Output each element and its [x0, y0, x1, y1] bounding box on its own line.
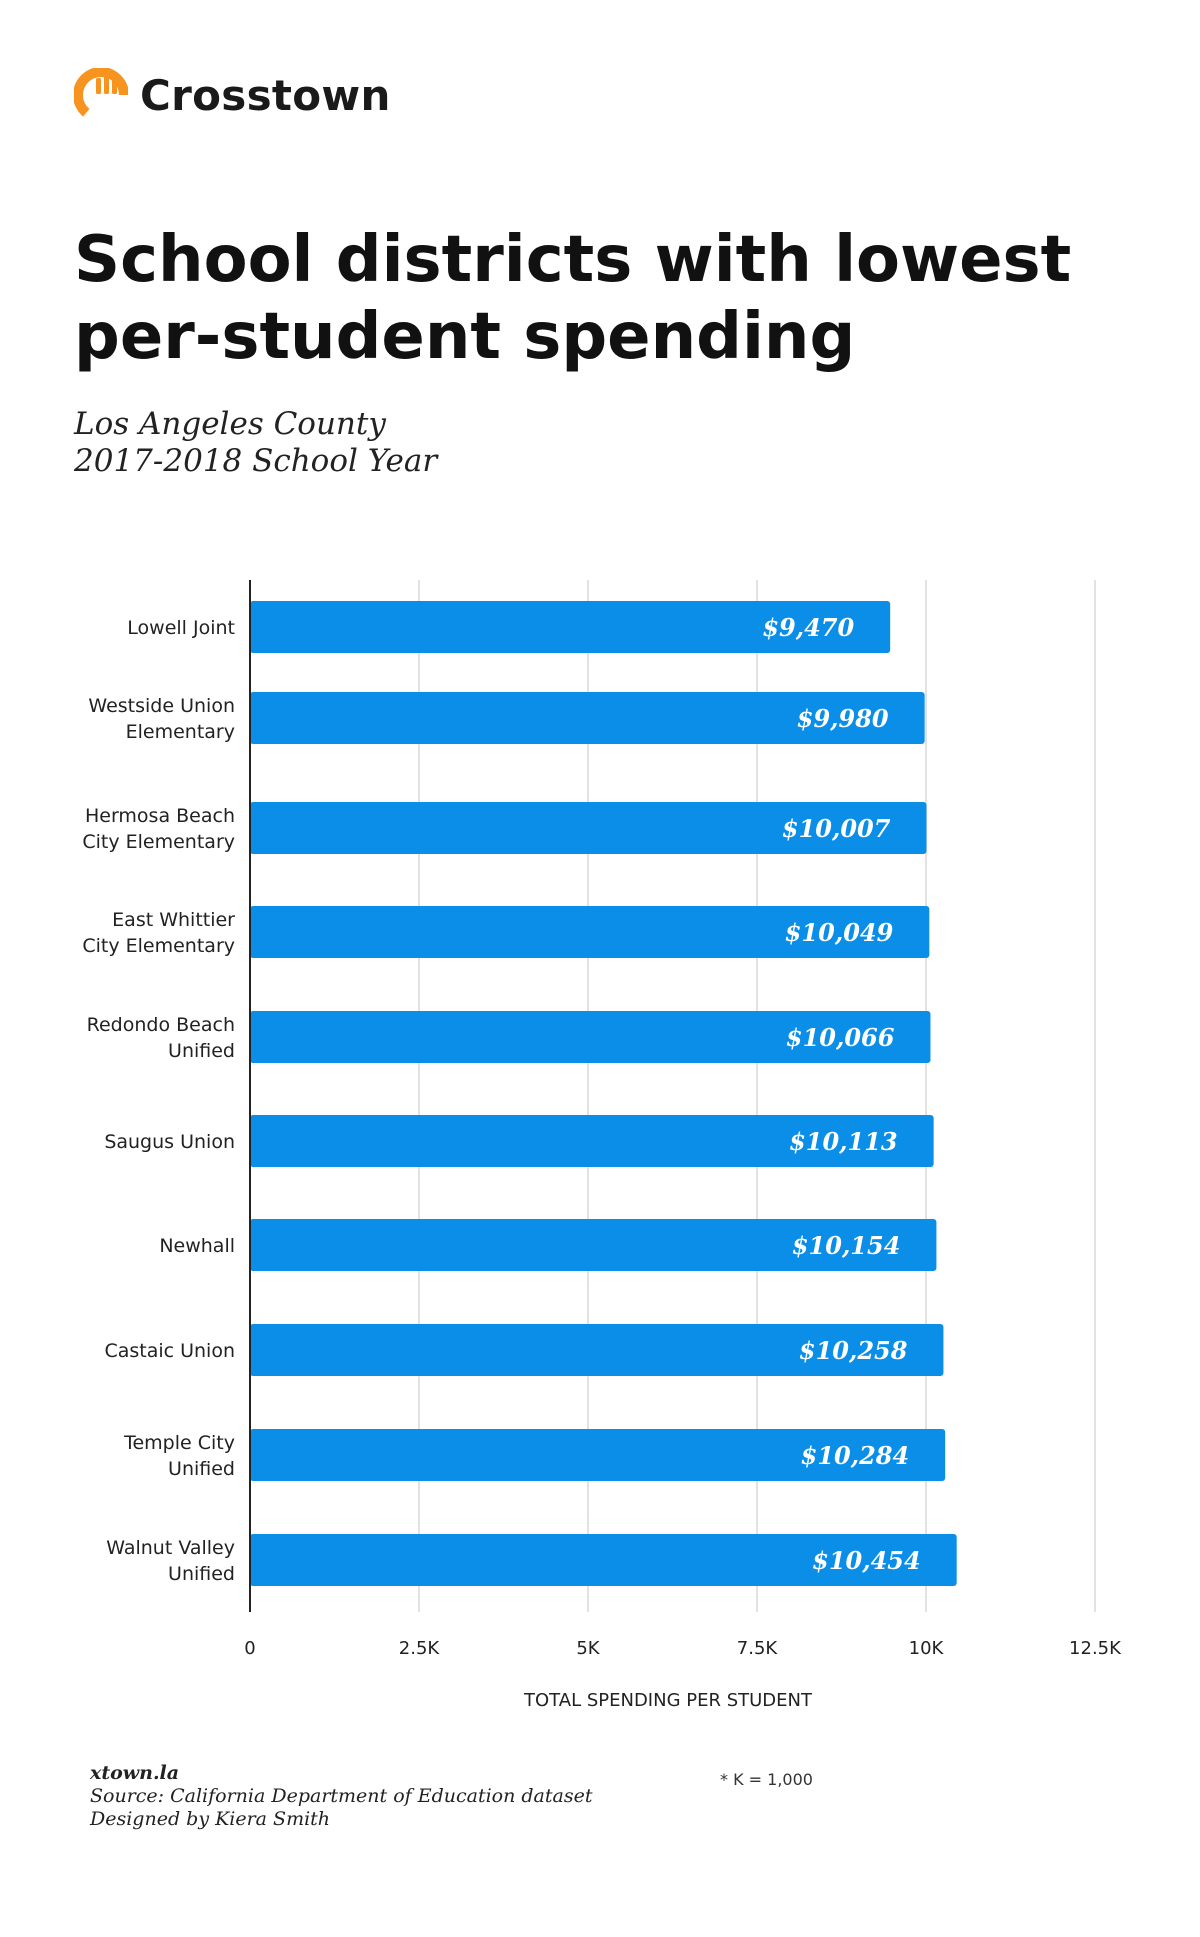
category-label: Unified: [168, 1040, 235, 1062]
brand-name: Crosstown: [140, 70, 391, 120]
category-label: Walnut Valley: [106, 1537, 235, 1559]
bar-value-label: $10,154: [792, 1231, 901, 1260]
footer-source: Source: California Department of Educati…: [90, 1785, 593, 1807]
category-label: Redondo Beach: [87, 1014, 235, 1036]
category-label: Elementary: [126, 721, 235, 743]
category-label: East Whittier: [112, 909, 235, 931]
footnote-k-definition: * K = 1,000: [720, 1770, 813, 1789]
chart-subtitle: Los Angeles County 2017-2018 School Year: [74, 406, 437, 480]
category-label: City Elementary: [82, 831, 235, 853]
bar: [250, 692, 925, 744]
chart-title: School districts with lowest per-student…: [74, 223, 1072, 374]
x-axis-title: TOTAL SPENDING PER STUDENT: [523, 1690, 813, 1711]
subtitle-line-year: 2017-2018 School Year: [74, 443, 438, 479]
bar-chart: $9,470 Lowell Joint $9,980 Westside Union El…: [82, 580, 1122, 1711]
category-label: Temple City: [123, 1432, 235, 1454]
category-label: Unified: [168, 1563, 235, 1585]
category-label: Castaic Union: [104, 1340, 235, 1362]
bar-value-label: $10,454: [812, 1546, 921, 1575]
bar-value-label: $9,470: [762, 613, 854, 642]
x-tick-label: 10K: [909, 1638, 945, 1659]
bar: [250, 1324, 944, 1376]
subtitle-line-county: Los Angeles County: [74, 406, 386, 442]
crosstown-c-logo-icon: [74, 68, 128, 122]
footer-site: xtown.la: [90, 1762, 180, 1784]
footer-credit: Designed by Kiera Smith: [90, 1808, 331, 1830]
bar: [250, 1219, 937, 1271]
category-label: Newhall: [159, 1235, 235, 1257]
bar-value-label: $10,049: [785, 918, 894, 947]
footer-credits: xtown.la Source: California Department o…: [90, 1762, 592, 1831]
x-tick-label: 2.5K: [399, 1638, 441, 1659]
bar-value-label: $10,284: [801, 1441, 910, 1470]
bar-value-label: $10,066: [786, 1023, 895, 1052]
x-tick-label: 7.5K: [737, 1638, 779, 1659]
bar: [250, 1011, 931, 1063]
x-tick-label: 5K: [576, 1638, 600, 1659]
bar-value-label: $10,007: [782, 814, 891, 843]
category-label: City Elementary: [82, 935, 235, 957]
x-tick-label: 0: [244, 1638, 255, 1659]
bar: [250, 601, 891, 653]
category-label: Westside Union: [88, 695, 235, 717]
category-label: Lowell Joint: [127, 617, 235, 639]
bar: [250, 1534, 957, 1586]
bar-value-label: $10,258: [799, 1336, 908, 1365]
bar: [250, 1115, 934, 1167]
x-tick-label: 12.5K: [1069, 1638, 1122, 1659]
category-label: Saugus Union: [104, 1131, 235, 1153]
bar: [250, 802, 927, 854]
bar: [250, 906, 930, 958]
category-label: Hermosa Beach: [85, 805, 235, 827]
bar-value-label: $10,113: [789, 1127, 898, 1156]
bar-value-label: $9,980: [797, 704, 889, 733]
bar: [250, 1429, 946, 1481]
category-label: Unified: [168, 1458, 235, 1480]
brand-logo: Crosstown: [74, 68, 391, 122]
